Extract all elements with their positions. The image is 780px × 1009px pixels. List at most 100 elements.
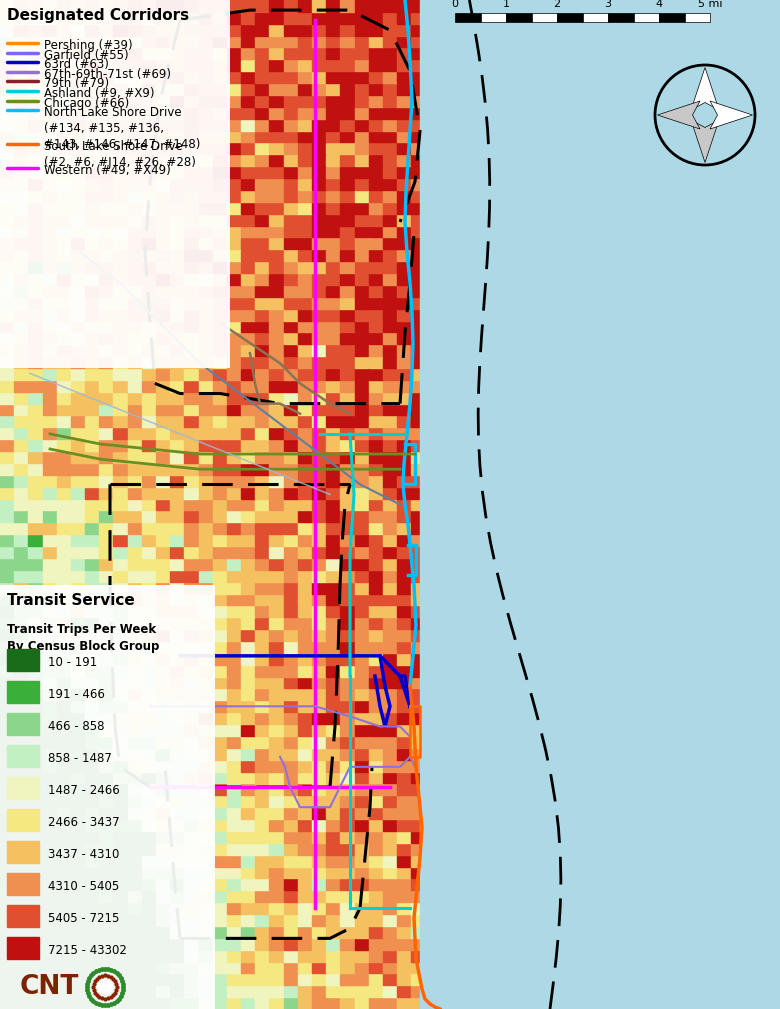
Bar: [43, 107, 56, 119]
Bar: [170, 997, 184, 1009]
Bar: [284, 795, 297, 807]
Bar: [284, 772, 297, 783]
Bar: [184, 0, 198, 12]
Bar: [14, 902, 28, 914]
Bar: [14, 737, 28, 748]
Bar: [241, 226, 255, 237]
Bar: [454, 498, 468, 511]
Bar: [355, 653, 368, 665]
Bar: [482, 570, 496, 581]
Bar: [71, 511, 85, 523]
Bar: [525, 949, 539, 962]
Bar: [227, 891, 241, 902]
Bar: [255, 286, 269, 297]
Bar: [28, 309, 42, 321]
Bar: [340, 131, 354, 142]
Bar: [170, 962, 184, 974]
Bar: [440, 974, 453, 985]
Bar: [454, 926, 468, 937]
Bar: [440, 36, 453, 47]
Bar: [284, 700, 297, 712]
Bar: [411, 938, 425, 949]
Bar: [255, 60, 269, 72]
Bar: [113, 273, 127, 285]
Bar: [170, 286, 184, 297]
Bar: [326, 938, 340, 949]
Bar: [468, 95, 482, 107]
Bar: [0, 142, 14, 154]
Bar: [28, 95, 42, 107]
Bar: [468, 309, 482, 321]
Bar: [525, 891, 539, 902]
Bar: [227, 286, 241, 297]
Bar: [312, 712, 326, 724]
Bar: [397, 333, 411, 344]
Bar: [71, 273, 85, 285]
Bar: [241, 665, 255, 677]
Bar: [142, 463, 156, 475]
Bar: [28, 867, 42, 879]
Bar: [355, 844, 368, 855]
Bar: [383, 724, 397, 736]
Bar: [99, 36, 113, 47]
Bar: [397, 689, 411, 700]
Bar: [71, 368, 85, 379]
Bar: [85, 60, 99, 72]
Bar: [525, 879, 539, 890]
Bar: [312, 784, 326, 795]
Bar: [113, 914, 127, 926]
Bar: [43, 677, 56, 688]
Bar: [340, 380, 354, 391]
Bar: [14, 784, 28, 795]
Bar: [170, 84, 184, 95]
Bar: [269, 819, 283, 831]
Bar: [480, 13, 506, 22]
Bar: [440, 249, 453, 261]
Bar: [454, 593, 468, 605]
Bar: [213, 309, 227, 321]
Bar: [156, 535, 170, 546]
Bar: [340, 642, 354, 653]
Bar: [369, 368, 383, 379]
Bar: [269, 558, 283, 570]
Bar: [71, 286, 85, 297]
Bar: [28, 748, 42, 760]
Bar: [685, 13, 710, 22]
Bar: [355, 273, 368, 285]
Bar: [298, 451, 312, 463]
Bar: [71, 570, 85, 581]
Bar: [255, 642, 269, 653]
Bar: [411, 24, 425, 35]
Bar: [128, 665, 141, 677]
Bar: [71, 737, 85, 748]
Bar: [199, 819, 212, 831]
Bar: [14, 914, 28, 926]
Bar: [28, 154, 42, 166]
Bar: [85, 737, 99, 748]
Bar: [213, 119, 227, 130]
Bar: [156, 238, 170, 249]
Bar: [425, 391, 439, 404]
Bar: [255, 760, 269, 772]
Bar: [468, 119, 482, 130]
Bar: [539, 795, 553, 807]
Bar: [99, 724, 113, 736]
Bar: [199, 974, 212, 985]
Bar: [312, 451, 326, 463]
Bar: [269, 440, 283, 451]
Bar: [397, 938, 411, 949]
Bar: [255, 677, 269, 688]
Bar: [99, 297, 113, 309]
Bar: [199, 772, 212, 783]
Bar: [43, 356, 56, 368]
Bar: [269, 689, 283, 700]
Bar: [355, 166, 368, 178]
Bar: [454, 748, 468, 760]
Bar: [99, 131, 113, 142]
Bar: [255, 986, 269, 997]
Bar: [255, 416, 269, 428]
Bar: [298, 380, 312, 391]
Bar: [170, 166, 184, 178]
Bar: [142, 226, 156, 237]
Bar: [397, 642, 411, 653]
